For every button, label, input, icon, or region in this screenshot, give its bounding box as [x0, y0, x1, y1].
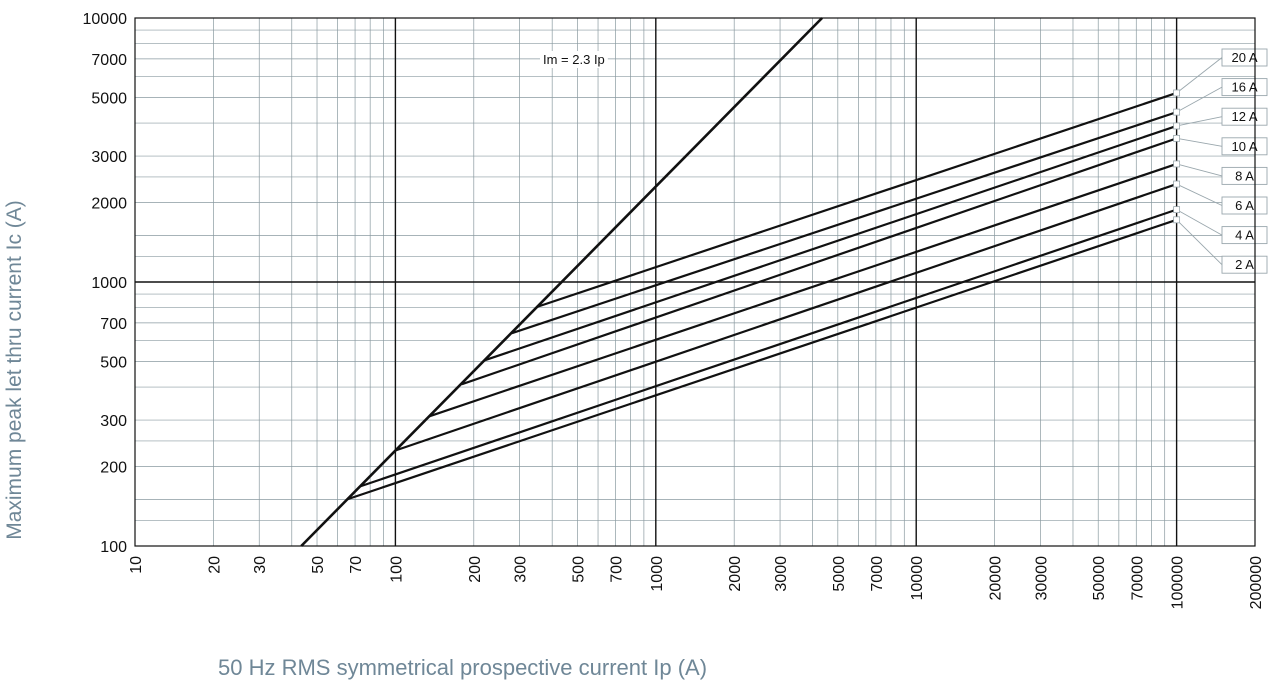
y-tick-label: 1000 [91, 275, 127, 292]
y-tick-label: 5000 [91, 90, 127, 107]
series-lines [346, 91, 1177, 501]
series-label-leader [1176, 219, 1223, 266]
x-tick-label: 5000 [831, 556, 848, 592]
series-end-marker [1173, 108, 1181, 116]
series-label: 8 A [1235, 168, 1254, 183]
x-tick-label: 500 [570, 556, 587, 583]
x-tick-label: 300 [513, 556, 530, 583]
series-line [536, 91, 1177, 308]
y-tick-label: 500 [100, 354, 127, 371]
series-end-marker [1173, 180, 1181, 188]
series-label-box [1221, 107, 1268, 126]
series-label: 20 A [1231, 50, 1257, 65]
reference-line [300, 17, 823, 547]
series-line [428, 162, 1177, 418]
x-tick-label: 30000 [1033, 556, 1050, 601]
y-tick-label: 200 [100, 460, 127, 477]
series-labels: 20 A 16 A 12 A 10 A 8 A 6 A 4 A 2 A [1173, 48, 1268, 274]
y-tick-label: 100 [100, 539, 127, 556]
y-tick-label: 300 [100, 413, 127, 430]
series-label-leader [1176, 116, 1223, 127]
series-end-marker [1173, 134, 1181, 142]
series-label: 10 A [1231, 139, 1257, 154]
y-tick-label: 2000 [91, 196, 127, 213]
series-label-box [1221, 166, 1268, 185]
y-tick-labels: 100 200 300 500 700 1000 2000 3000 5000 7000 10000 [83, 11, 128, 556]
reference-line-label-bg [540, 51, 608, 68]
series-line [346, 218, 1177, 501]
x-tick-label: 70 [348, 556, 365, 574]
x-tick-label: 10000 [909, 556, 926, 601]
x-tick-label: 700 [608, 556, 625, 583]
series-end-marker [1173, 160, 1181, 168]
x-tick-label: 200000 [1248, 556, 1265, 609]
x-tick-label: 200 [467, 556, 484, 583]
series-label-leader [1176, 57, 1223, 94]
x-tick-label: 3000 [773, 556, 790, 592]
reference-line-group: Im = 2.3 Ip [300, 17, 823, 547]
series-line [395, 182, 1177, 452]
series-label-leader [1176, 137, 1223, 147]
x-tick-label: 100 [388, 556, 405, 583]
x-tick-label: 50000 [1091, 556, 1108, 601]
x-tick-label: 1000 [649, 556, 666, 592]
series-label-box [1221, 137, 1268, 156]
series-end-marker [1173, 206, 1181, 214]
series-end-marker [1173, 89, 1181, 97]
major-gridlines [135, 18, 1255, 546]
series-label: 16 A [1231, 80, 1257, 95]
series-label: 4 A [1235, 228, 1254, 243]
series-line [484, 124, 1177, 362]
series-label-box [1221, 255, 1268, 274]
series-label-leader [1176, 163, 1223, 177]
x-tick-label: 2000 [727, 556, 744, 592]
reference-line-label: Im = 2.3 Ip [543, 52, 605, 67]
x-tick-label: 70000 [1129, 556, 1146, 601]
y-axis-title: Maximum peak let thru current Ic (A) [3, 200, 26, 540]
x-tick-label: 100000 [1170, 556, 1187, 609]
x-tick-label: 20 [206, 556, 223, 574]
series-end-marker [1173, 122, 1181, 130]
x-tick-label: 7000 [869, 556, 886, 592]
series-label-leader [1176, 209, 1223, 236]
x-tick-label: 30 [252, 556, 269, 574]
series-label-box [1221, 78, 1268, 97]
series-label: 6 A [1235, 198, 1254, 213]
y-tick-label: 700 [100, 316, 127, 333]
x-tick-label: 50 [310, 556, 327, 574]
series-label: 12 A [1231, 109, 1257, 124]
x-axis-title: 50 Hz RMS symmetrical prospective curren… [218, 655, 708, 680]
x-tick-label: 20000 [988, 556, 1005, 601]
series-label-box [1221, 196, 1268, 215]
series-label-leader [1176, 183, 1223, 206]
x-tick-label: 10 [128, 556, 145, 574]
series-line [359, 208, 1177, 488]
series-label-box [1221, 226, 1268, 245]
x-tick-labels: 10 20 30 50 70 100 200 300 500 700 1000 2000 3000 500… [128, 556, 1265, 609]
y-tick-label: 7000 [91, 52, 127, 69]
series-end-marker [1173, 216, 1181, 224]
series-line [461, 137, 1177, 386]
series-label: 2 A [1235, 257, 1254, 272]
series-line [511, 111, 1177, 335]
series-label-leader [1176, 86, 1223, 113]
y-tick-label: 10000 [83, 11, 128, 28]
y-tick-label: 3000 [91, 149, 127, 166]
series-label-box [1221, 48, 1268, 67]
plot-frame [134, 17, 1256, 547]
